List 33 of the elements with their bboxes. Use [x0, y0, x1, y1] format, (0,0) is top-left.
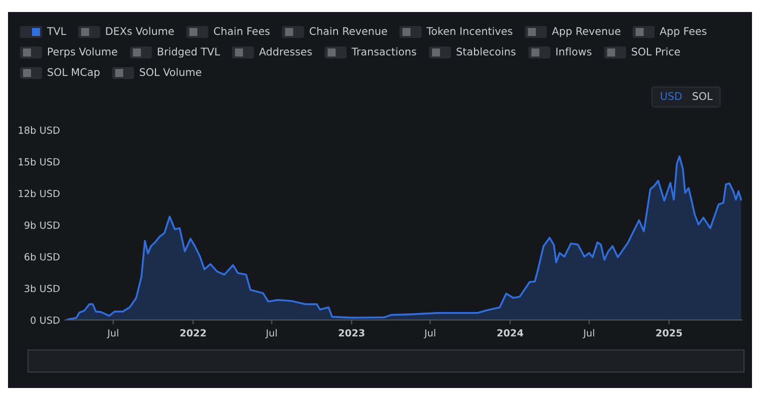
text: SOL Price: [632, 47, 680, 56]
text: Chain Revenue: [310, 26, 387, 36]
text: Bridged TVL: [158, 47, 220, 58]
text: Perps Volume: [48, 47, 118, 58]
text: Stablecoins: [456, 47, 516, 56]
y-tick-label: 15b USD: [18, 158, 60, 166]
y-tick-label: 0 USD: [30, 316, 60, 324]
text: DEXs Volume: [106, 26, 174, 36]
text: SOL Volume: [140, 68, 202, 76]
text: App Revenue: [552, 27, 620, 38]
text: Chain Fees: [214, 26, 270, 36]
x-tick-label: 2025: [656, 329, 682, 337]
x-tick-label: Jul: [265, 329, 277, 338]
text: Transactions: [352, 47, 416, 56]
y-tick-label: 18b USD: [18, 126, 60, 134]
x-tick-label: 2024: [497, 329, 524, 337]
text: SOL: [692, 92, 713, 100]
y-tick-label: 12b USD: [18, 190, 60, 198]
text: Addresses: [259, 47, 312, 56]
text: SOL MCap: [48, 68, 100, 78]
y-tick-label: 6b USD: [24, 252, 60, 260]
text: App Fees: [660, 27, 706, 38]
y-tick-label: 9b USD: [24, 221, 60, 229]
x-tick-label: 2022: [180, 329, 206, 337]
x-tick-label: 2023: [338, 329, 364, 337]
x-tick-label: Jul: [106, 329, 118, 338]
text: Inflows: [556, 47, 592, 56]
text: USD: [660, 92, 682, 100]
x-tick-label: Jul: [424, 329, 436, 338]
text: Token Incentives: [426, 26, 512, 36]
x-tick-label: Jul: [582, 329, 594, 338]
legend-label: TVL: [46, 27, 66, 35]
y-tick-label: 3b USD: [24, 284, 60, 292]
